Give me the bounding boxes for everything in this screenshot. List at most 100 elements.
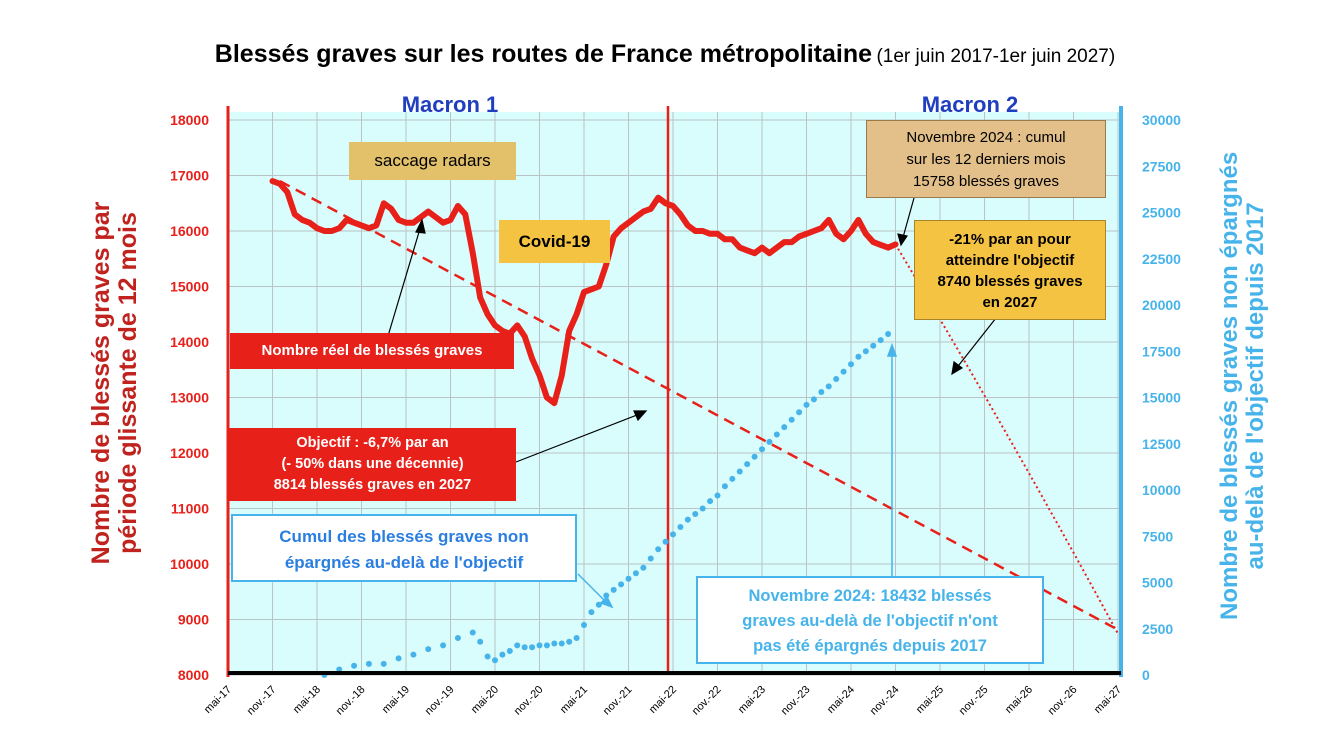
x-tick-label: mai-17 <box>202 684 234 716</box>
cumul-point <box>662 538 669 545</box>
left-tick-label: 16000 <box>170 223 209 239</box>
x-tick-label: nov.-21 <box>601 684 635 718</box>
cumul-point <box>632 570 639 577</box>
cumul-point <box>781 424 788 431</box>
cumul-line2: épargnés au-delà de l'objectif <box>284 553 524 572</box>
left-axis-label-line2: période glissante de 12 mois <box>114 212 142 554</box>
cumul-point <box>351 662 358 669</box>
series-reel-line <box>269 178 899 407</box>
arrow-rate-head <box>951 360 964 376</box>
left-tick-label: 17000 <box>170 168 209 184</box>
arrow-rate <box>954 317 997 371</box>
series-layer <box>269 178 1119 678</box>
cumul-point <box>736 468 743 475</box>
x-tick-label: mai-19 <box>380 684 412 716</box>
x-tick-label: mai-27 <box>1092 684 1124 716</box>
cumul-point <box>803 401 810 408</box>
objectif-line1: Objectif : -6,7% par an <box>296 435 449 451</box>
cumul-point <box>677 524 684 530</box>
x-tick-label: nov.-19 <box>423 684 457 718</box>
x-tick-label: nov.-26 <box>1046 684 1080 718</box>
annotation-nov2024: Novembre 2024 : cumul sur les 12 dernier… <box>866 120 1106 198</box>
period-macron2: Macron 2 <box>922 92 1019 117</box>
cumul-point <box>454 635 461 641</box>
nov2024-line1: Novembre 2024 : cumul <box>906 129 1066 146</box>
cumul-point <box>588 609 595 616</box>
right-tick-label: 22500 <box>1142 251 1181 267</box>
cumul-point <box>440 642 447 649</box>
cumul-point <box>551 640 558 647</box>
left-tick-label: 11000 <box>171 501 209 517</box>
cumul-point <box>336 666 343 673</box>
arrow-objectif-head <box>633 410 648 422</box>
nov2024-line2: sur les 12 derniers mois <box>906 151 1066 168</box>
cumul-point <box>492 657 498 664</box>
x-tick-label: nov.-18 <box>334 684 368 718</box>
cumul-point <box>514 642 521 649</box>
annotation-cumnov: Novembre 2024: 18432 blessés graves au-d… <box>696 576 1044 664</box>
cumul-point <box>744 461 751 468</box>
right-tick-label: 2500 <box>1142 621 1173 637</box>
left-tick-label: 8000 <box>178 667 209 683</box>
period-macron1: Macron 1 <box>402 92 499 117</box>
cumul-point <box>618 581 625 588</box>
annotation-cumul: Cumul des blessés graves non épargnés au… <box>231 514 577 582</box>
cumul-point <box>558 640 565 647</box>
chart-title-main: Blessés graves sur les routes de France … <box>214 40 873 68</box>
cumul-point <box>766 438 773 445</box>
right-tick-label: 20000 <box>1142 297 1181 313</box>
x-tick-label: mai-23 <box>736 684 768 716</box>
arrow-objectif <box>515 412 643 463</box>
left-axis-label: Nombre de blessés graves par période gli… <box>87 133 142 633</box>
left-axis-label-line1: Nombre de blessés graves par <box>87 201 115 565</box>
cumul-point <box>573 635 580 641</box>
right-axis-label-line2: au-delà de l'objectif depuis 2017 <box>1242 202 1269 570</box>
x-tick-label: mai-18 <box>291 684 323 716</box>
right-axis-label-line1: Nombre de blessés graves non épargnés <box>1216 151 1244 620</box>
right-tick-label: 30000 <box>1142 112 1181 128</box>
cumul-point <box>862 348 869 355</box>
rate-line2: atteindre l'objectif <box>945 252 1075 269</box>
cumul-point <box>759 446 765 453</box>
cumul-point <box>469 629 476 636</box>
cumul-point <box>692 511 699 518</box>
cumul-point <box>477 638 484 645</box>
arrow-nov2024-head <box>897 233 908 247</box>
arrow-cumul <box>577 573 609 605</box>
right-tick-label: 15000 <box>1142 390 1181 406</box>
left-tick-label: 10000 <box>170 556 209 572</box>
cumul-point <box>699 505 706 512</box>
x-tick-label: nov.-22 <box>690 684 724 718</box>
left-tick-label: 14000 <box>170 334 209 350</box>
cumul-point <box>788 416 795 423</box>
cumul-point <box>825 383 832 390</box>
cumul-point <box>833 376 840 382</box>
cumul-point <box>655 546 662 553</box>
right-tick-label: 5000 <box>1142 575 1173 591</box>
cumul-point <box>484 653 491 660</box>
series-objectif-line <box>279 179 1119 631</box>
cumul-point <box>380 660 387 667</box>
cumul-point <box>536 642 543 649</box>
right-axis-label: Nombre de blessés graves non épargnés au… <box>1216 116 1269 656</box>
cumul-point <box>773 431 780 438</box>
chart-title: Blessés graves sur les routes de France … <box>0 40 1330 69</box>
cumul-point <box>684 516 691 523</box>
cumul-point <box>885 331 892 338</box>
x-tick-label: nov.-20 <box>512 684 546 718</box>
cumul-point <box>848 361 854 368</box>
cumul-point <box>796 409 803 416</box>
annotation-arrows <box>387 197 997 463</box>
cumnov-line3: pas été épargnés depuis 2017 <box>753 637 987 655</box>
x-tick-label: nov.-23 <box>779 684 813 718</box>
right-tick-label: 7500 <box>1142 528 1173 544</box>
left-tick-label: 18000 <box>170 112 209 128</box>
cumul-point <box>581 622 587 629</box>
cumul-point <box>529 644 536 651</box>
arrow-cumul-head <box>599 595 614 609</box>
left-tick-label: 15000 <box>170 279 209 295</box>
x-tick-label: nov.-25 <box>957 684 991 718</box>
left-tick-label: 13000 <box>170 390 209 406</box>
nov2024-line3: 15758 blessés graves <box>913 173 1059 190</box>
right-tick-label: 25000 <box>1142 205 1181 221</box>
